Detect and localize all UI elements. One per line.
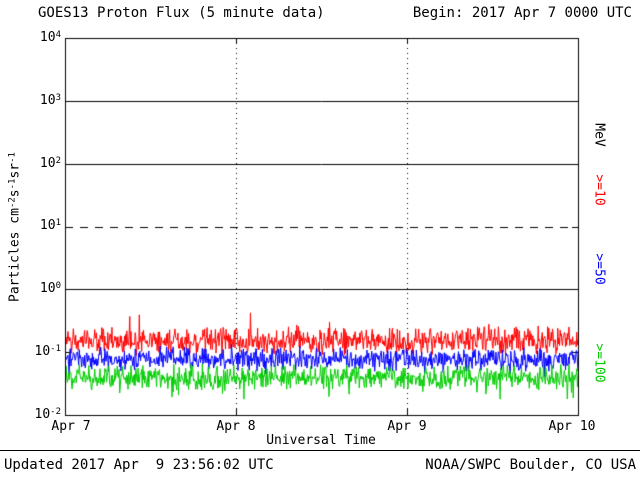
y-tick-base: 10: [39, 218, 56, 233]
chart-title: GOES13 Proton Flux (5 minute data): [38, 5, 325, 21]
y-tick-base: 10: [39, 156, 56, 171]
data-source-label: NOAA/SWPC Boulder, CO USA: [425, 457, 636, 473]
y-tick-exponent: 0: [55, 281, 61, 291]
y-tick-label-1e4: 104: [1, 30, 61, 45]
x-tick-label-apr9: Apr 9: [387, 419, 427, 434]
y-tick-exponent: 1: [55, 218, 61, 228]
right-axis-unit-label: MeV: [591, 123, 607, 147]
y-tick-base: 10: [34, 407, 51, 422]
x-tick-label-apr8: Apr 8: [216, 419, 256, 434]
x-tick-label-apr7: Apr 7: [51, 419, 91, 434]
footer-divider: [0, 450, 640, 451]
y-tick-exponent: 4: [55, 30, 61, 40]
y-tick-base: 10: [34, 344, 51, 359]
y-axis-title-superscript: -1: [7, 178, 18, 190]
y-tick-label-1e-1: 10-1: [1, 344, 62, 359]
right-series-label-ge50: >=50: [591, 253, 607, 285]
y-tick-exponent: 2: [55, 156, 61, 166]
begin-timestamp-label: Begin: 2017 Apr 7 0000 UTC: [412, 5, 632, 21]
y-tick-label-1e2: 102: [1, 156, 61, 171]
y-tick-label-1e-2: 10-2: [1, 407, 62, 422]
right-series-label-ge10: >=10: [591, 174, 607, 206]
updated-timestamp: Updated 2017 Apr 9 23:56:02 UTC: [4, 457, 274, 473]
y-tick-label-1e3: 103: [1, 93, 61, 108]
y-tick-base: 10: [39, 281, 56, 296]
y-tick-base: 10: [39, 30, 56, 45]
y-axis-title-superscript: -2: [7, 197, 18, 209]
y-axis-title-text: s: [7, 189, 23, 198]
y-tick-base: 10: [39, 93, 56, 108]
y-tick-exponent: -1: [50, 344, 61, 354]
x-axis-title: Universal Time: [266, 433, 376, 448]
x-tick-label-apr10: Apr 10: [548, 419, 596, 434]
right-series-label-ge100: >=100: [591, 343, 607, 383]
y-tick-label-1e1: 101: [1, 218, 61, 233]
y-tick-exponent: -2: [50, 407, 61, 417]
y-tick-exponent: 3: [55, 93, 61, 103]
y-tick-label-1e0: 100: [1, 281, 61, 296]
